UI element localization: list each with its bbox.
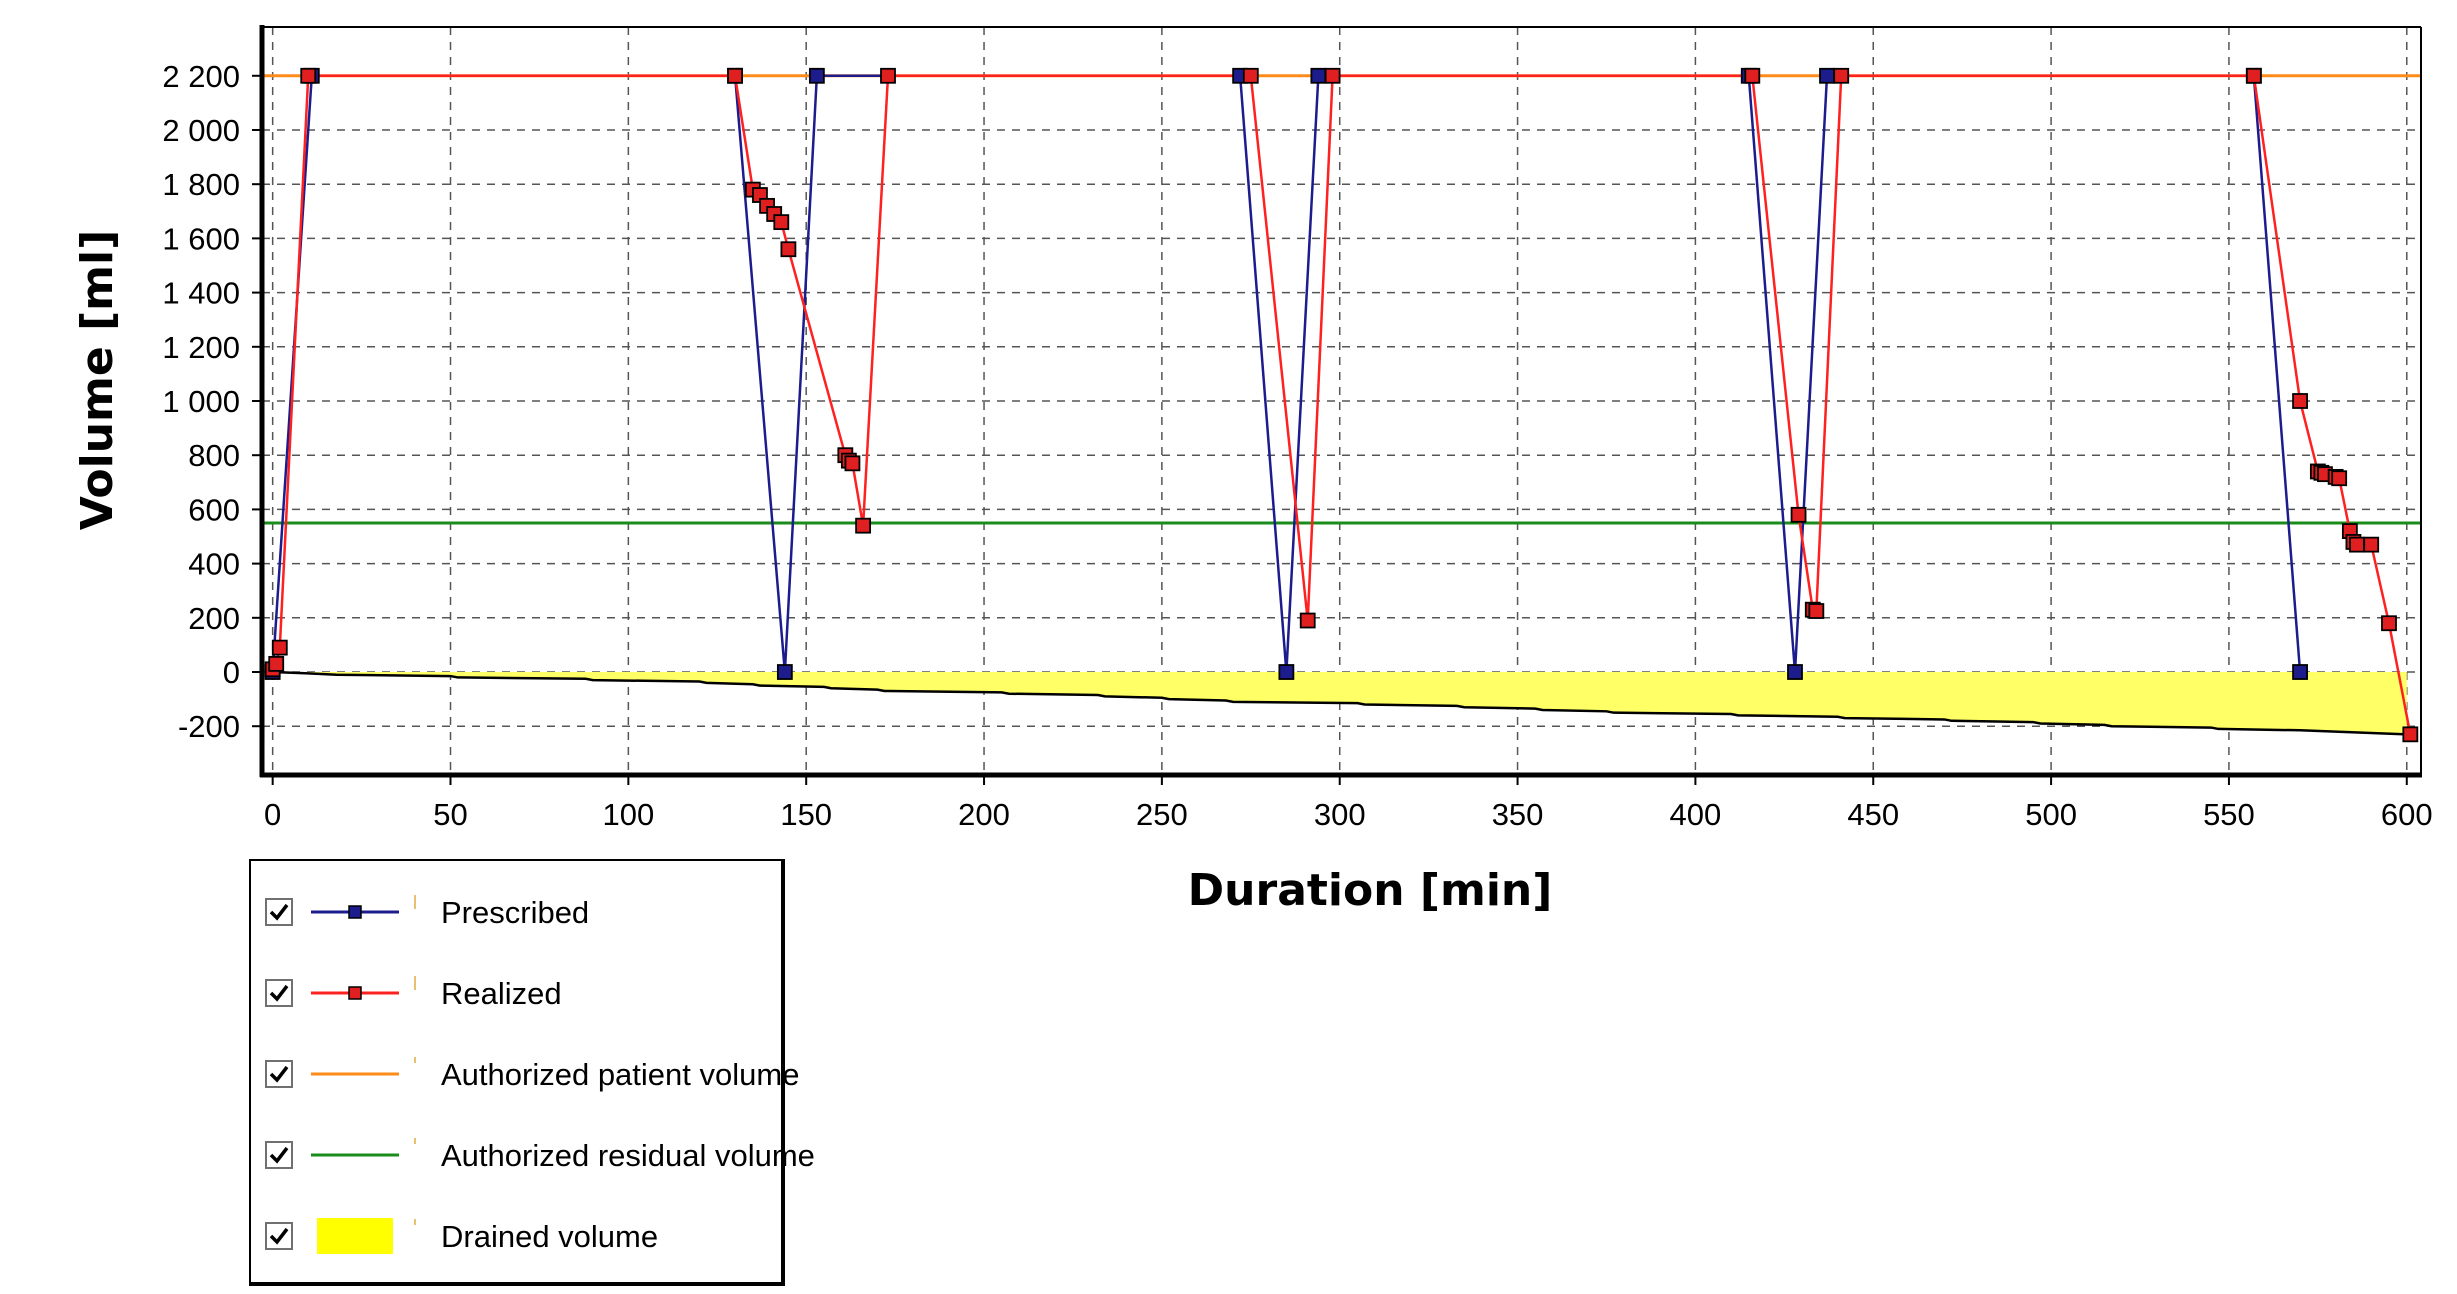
legend-label: Realized (441, 976, 562, 1011)
checkbox[interactable] (265, 1141, 293, 1169)
y-tick-label: 400 (188, 547, 240, 582)
y-tick-label: 0 (223, 655, 240, 690)
x-tick-label: 150 (780, 797, 832, 832)
legend-swatch-patient-volume (311, 1072, 399, 1076)
y-tick-label: 1 400 (162, 276, 240, 311)
x-tick-label: 600 (2381, 797, 2433, 832)
prescribed-marker (1278, 664, 1295, 680)
y-tick-label: 2 200 (162, 59, 240, 94)
plot-area (262, 27, 2421, 775)
realized-marker (2331, 470, 2348, 487)
y-tick-label: 1 600 (162, 221, 240, 256)
legend-swatch-residual-volume (311, 1153, 399, 1157)
y-tick-label: 1 000 (162, 384, 240, 419)
y-tick-label: 800 (188, 438, 240, 473)
checkbox[interactable] (265, 1222, 293, 1250)
realized-marker (1833, 67, 1850, 84)
drained-area (272, 670, 2407, 736)
x-tick-label: 200 (958, 797, 1010, 832)
legend-label: Prescribed (441, 895, 590, 930)
legend-item-realized[interactable]: Realized (251, 968, 781, 1024)
axes (252, 25, 2422, 785)
legend-item-drained-volume[interactable]: Drained volume (251, 1211, 781, 1267)
legend-label: Drained volume (441, 1219, 659, 1254)
x-tick-label: 500 (2025, 797, 2077, 832)
legend-swatch-prescribed (311, 905, 399, 919)
checkmark-icon (269, 1227, 289, 1245)
checkmark-icon (269, 1146, 289, 1164)
plot-background (262, 27, 2421, 775)
legend-tick (414, 1057, 416, 1063)
realized-marker (1744, 67, 1761, 84)
realized-marker (271, 639, 288, 656)
realized-marker (727, 67, 743, 84)
realized-marker (780, 241, 797, 258)
legend-label: Authorized residual volume (441, 1138, 815, 1173)
prescribed-marker (776, 664, 793, 680)
tick-labels: 0 50 100 150 200 250 300 350 400 450 500 550 600 -200… (162, 59, 2432, 832)
realized-marker (1808, 603, 1825, 619)
realized-marker (1242, 67, 1259, 84)
prescribed-marker (808, 67, 825, 84)
prescribed-marker (1787, 664, 1803, 680)
x-tick-label: 0 (264, 797, 281, 832)
x-axis-title: Duration [min] (1188, 865, 1553, 916)
x-tick-label: 350 (1492, 797, 1544, 832)
y-axis-title: Volume [ml] (72, 230, 123, 530)
realized-marker (2349, 536, 2365, 553)
checkbox[interactable] (265, 898, 293, 926)
x-tick-label: 400 (1670, 797, 1722, 832)
y-tick-label: -200 (178, 709, 240, 744)
legend: Prescribed Realized Authorized patient v… (249, 859, 815, 1286)
legend-tick (414, 1219, 416, 1225)
realized-marker (844, 455, 861, 472)
legend-tick (414, 895, 416, 909)
x-tick-label: 550 (2203, 797, 2255, 832)
realized-marker (268, 655, 285, 672)
legend-item-prescribed[interactable]: Prescribed (251, 887, 781, 943)
realized-marker (855, 517, 872, 534)
realized-marker (2363, 536, 2380, 553)
y-tick-label: 1 800 (162, 167, 240, 202)
realized-marker (2402, 726, 2419, 743)
legend-tick (414, 1138, 416, 1144)
y-tick-label: 200 (188, 601, 240, 636)
x-tick-label: 50 (433, 797, 467, 832)
y-tick-label: 600 (188, 492, 240, 527)
legend-swatch-drained-volume (317, 1218, 393, 1254)
checkbox[interactable] (265, 1060, 293, 1088)
y-tick-label: 2 000 (162, 113, 240, 148)
prescribed-marker (1310, 67, 1327, 84)
series-markers (264, 67, 2419, 743)
x-tick-label: 450 (1847, 797, 1899, 832)
checkmark-icon (269, 903, 289, 921)
checkmark-icon (269, 1065, 289, 1083)
realized-marker (1299, 612, 1316, 629)
x-tick-label: 100 (602, 797, 654, 832)
legend-swatch-realized (311, 986, 399, 1000)
legend-item-authorized-patient-volume[interactable]: Authorized patient volume (251, 1049, 799, 1105)
realized-marker (2245, 67, 2262, 84)
drained-volume-fill (272, 672, 2407, 735)
legend-tick (414, 976, 416, 990)
checkbox[interactable] (265, 979, 293, 1007)
realized-marker (1790, 506, 1807, 523)
x-tick-label: 300 (1314, 797, 1366, 832)
prescribed-marker (1819, 67, 1835, 84)
realized-marker (2381, 615, 2397, 632)
x-tick-label: 250 (1136, 797, 1188, 832)
legend-item-authorized-residual-volume[interactable]: Authorized residual volume (251, 1130, 815, 1186)
checkmark-icon (269, 984, 289, 1002)
realized-marker (880, 67, 896, 84)
prescribed-marker (2292, 664, 2308, 680)
realized-marker (2292, 393, 2308, 409)
y-tick-label: 1 200 (162, 330, 240, 365)
realized-marker (300, 67, 317, 84)
realized-marker (1324, 67, 1341, 84)
grid-lines (262, 27, 2421, 775)
realized-marker (773, 214, 790, 231)
legend-label: Authorized patient volume (441, 1057, 800, 1092)
drained-volume-edge (272, 670, 2407, 736)
